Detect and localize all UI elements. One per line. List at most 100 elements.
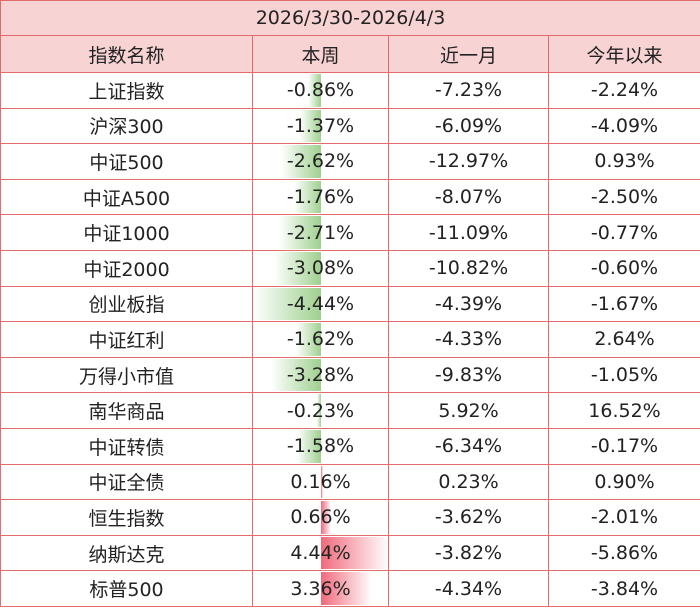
week-change-bar [321,572,373,605]
week-change-value: -4.44% [286,292,355,315]
month-change-cell: -6.09% [388,107,549,145]
week-change-cell: 0.66% [252,499,389,536]
table-row: 中证2000 -3.08% -10.82% -0.60% [0,249,700,287]
month-change-cell: 0.23% [388,463,549,501]
table-row: 万得小市值 -3.28% -9.83% -1.05% [0,356,700,394]
ytd-change-cell: -0.77% [548,214,700,251]
week-change-cell: -3.08% [252,249,389,287]
table-row: 恒生指数 0.66% -3.62% -2.01% [0,499,700,536]
index-name-cell: 沪深300 [0,107,253,145]
week-change-cell: -2.62% [252,143,389,180]
index-name-cell: 纳斯达克 [0,534,253,572]
week-change-cell: 4.44% [252,534,389,572]
table-row: 中证A500 -1.76% -8.07% -2.50% [0,178,700,216]
week-change-bar [300,109,321,143]
table-row: 创业板指 -4.44% -4.39% -1.67% [0,285,700,323]
week-change-bar [317,394,321,427]
week-change-value: -0.23% [286,399,355,422]
week-change-cell: -1.76% [252,178,389,216]
index-name-cell: 上证指数 [0,72,253,109]
index-name-cell: 中证2000 [0,249,253,287]
week-change-bar [273,251,321,285]
week-change-bar [296,429,321,463]
date-range: 2026/3/30-2026/4/3 [0,0,700,36]
week-change-cell: -0.23% [252,392,389,429]
month-change-cell: -4.34% [388,570,549,607]
ytd-change-cell: 0.90% [548,463,700,501]
week-change-bar [279,216,321,249]
index-name-cell: 万得小市值 [0,356,253,394]
header-week: 本周 [252,35,389,73]
header-ytd: 今年以来 [548,35,700,73]
ytd-change-cell: -4.09% [548,107,700,145]
table-row: 中证红利 -1.62% -4.33% 2.64% [0,321,700,358]
week-change-bar [296,323,321,356]
ytd-change-cell: -0.17% [548,427,700,465]
index-name-cell: 中证全债 [0,463,253,501]
ytd-change-cell: -0.60% [548,249,700,287]
week-change-bar [321,501,332,534]
week-change-value: -1.76% [286,186,355,209]
week-change-cell: -0.86% [252,72,389,109]
week-change-cell: -2.71% [252,214,389,251]
index-name-cell: 中证500 [0,143,253,180]
ytd-change-cell: -2.24% [548,72,700,109]
month-change-cell: -11.09% [388,214,549,251]
table-row: 中证转债 -1.58% -6.34% -0.17% [0,427,700,465]
week-change-cell: -1.58% [252,427,389,465]
week-change-cell: -3.28% [252,356,389,394]
month-change-cell: -4.39% [388,285,549,323]
index-name-cell: 中证转债 [0,427,253,465]
month-change-cell: -10.82% [388,249,549,287]
week-change-cell: -4.44% [252,285,389,323]
table-row: 南华商品 -0.23% 5.92% 16.52% [0,392,700,429]
month-change-cell: -9.83% [388,356,549,394]
ytd-change-cell: -2.01% [548,499,700,536]
month-change-cell: -6.34% [388,427,549,465]
month-change-cell: -4.33% [388,321,549,358]
index-name-cell: 中证A500 [0,178,253,216]
ytd-change-cell: -5.86% [548,534,700,572]
week-change-value: 0.16% [290,470,351,493]
table-row: 中证1000 -2.71% -11.09% -0.77% [0,214,700,251]
week-change-bar [280,145,321,178]
ytd-change-cell: -2.50% [548,178,700,216]
ytd-change-cell: -1.67% [548,285,700,323]
date-range-row: 2026/3/30-2026/4/3 [0,0,700,36]
week-change-bar [270,358,321,392]
week-change-cell: 0.16% [252,463,389,501]
table-row: 上证指数 -0.86% -7.23% -2.24% [0,72,700,109]
week-change-value: -2.71% [286,221,355,244]
week-change-cell: -1.62% [252,321,389,358]
ytd-change-cell: 16.52% [548,392,700,429]
week-change-cell: 3.36% [252,570,389,607]
week-change-value: -1.37% [286,114,355,137]
week-change-value: -0.86% [286,79,355,102]
ytd-change-cell: -3.84% [548,570,700,607]
index-name-cell: 中证红利 [0,321,253,358]
week-change-value: -3.28% [286,364,355,387]
week-change-value: -3.08% [286,257,355,280]
week-change-value: 4.44% [290,542,351,565]
ytd-change-cell: 2.64% [548,321,700,358]
ytd-change-cell: -1.05% [548,356,700,394]
index-name-cell: 标普500 [0,570,253,607]
table-row: 沪深300 -1.37% -6.09% -4.09% [0,107,700,145]
week-change-value: -2.62% [286,150,355,173]
header-row: 指数名称 本周 近一月 今年以来 [0,35,700,73]
week-change-bar [294,180,321,214]
week-change-bar [307,74,321,107]
month-change-cell: -12.97% [388,143,549,180]
week-change-bar [321,465,324,499]
table-row: 中证全债 0.16% 0.23% 0.90% [0,463,700,501]
week-change-value: -1.62% [286,328,355,351]
index-name-cell: 恒生指数 [0,499,253,536]
header-month: 近一月 [388,35,549,73]
index-name-cell: 南华商品 [0,392,253,429]
index-name-cell: 创业板指 [0,285,253,323]
week-change-value: -1.58% [286,435,355,458]
month-change-cell: -3.62% [388,499,549,536]
week-change-value: 3.36% [290,577,351,600]
